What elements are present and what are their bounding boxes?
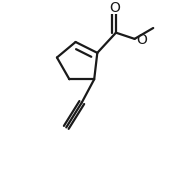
- Text: O: O: [110, 1, 121, 15]
- Text: O: O: [136, 33, 147, 47]
